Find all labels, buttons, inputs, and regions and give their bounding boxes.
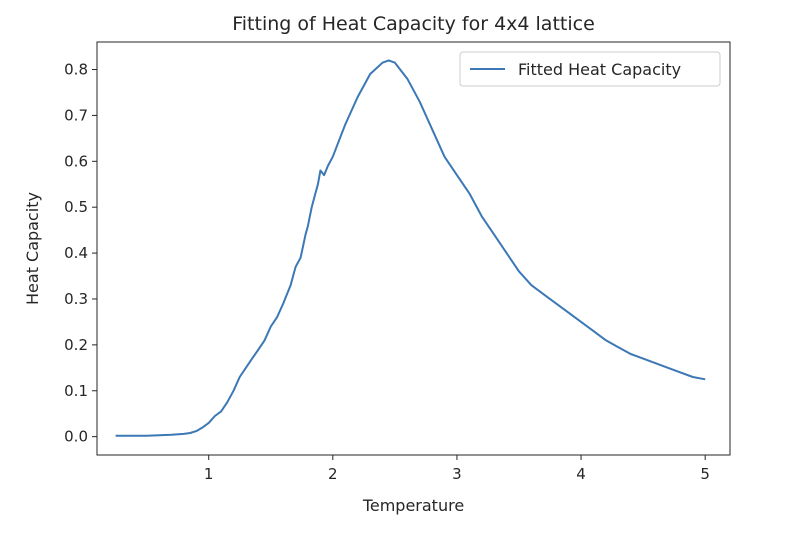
plot-area [96, 41, 731, 456]
legend: Fitted Heat Capacity [459, 51, 721, 87]
y-axis: 0.0 0.1 0.2 0.3 0.4 0.5 0.6 0.7 0.8 [64, 61, 97, 446]
y-tick-label: 0.6 [64, 152, 88, 170]
plot-frame [96, 41, 731, 456]
chart-title: Fitting of Heat Capacity for 4x4 lattice [232, 13, 595, 35]
y-tick-label: 0.3 [64, 290, 88, 308]
x-tick-label: 1 [204, 465, 214, 483]
y-tick-label: 0.5 [64, 198, 88, 216]
y-tick-label: 0.2 [64, 336, 88, 354]
y-axis-label: Heat Capacity [23, 192, 42, 305]
x-tick-label: 3 [452, 465, 462, 483]
y-tick-label: 0.1 [64, 382, 88, 400]
series-line [115, 59, 706, 437]
legend-box [459, 51, 721, 87]
legend-label: Fitted Heat Capacity [518, 60, 681, 79]
x-tick-label: 4 [576, 465, 586, 483]
y-tick-label: 0.7 [64, 106, 88, 124]
y-tick-label: 0.4 [64, 244, 88, 262]
x-tick-label: 5 [700, 465, 710, 483]
x-axis-label: Temperature [362, 496, 464, 515]
x-tick-label: 2 [328, 465, 338, 483]
x-axis: 1 2 3 4 5 [204, 455, 710, 483]
y-tick-label: 0.8 [64, 61, 88, 79]
y-tick-label: 0.0 [64, 428, 88, 446]
